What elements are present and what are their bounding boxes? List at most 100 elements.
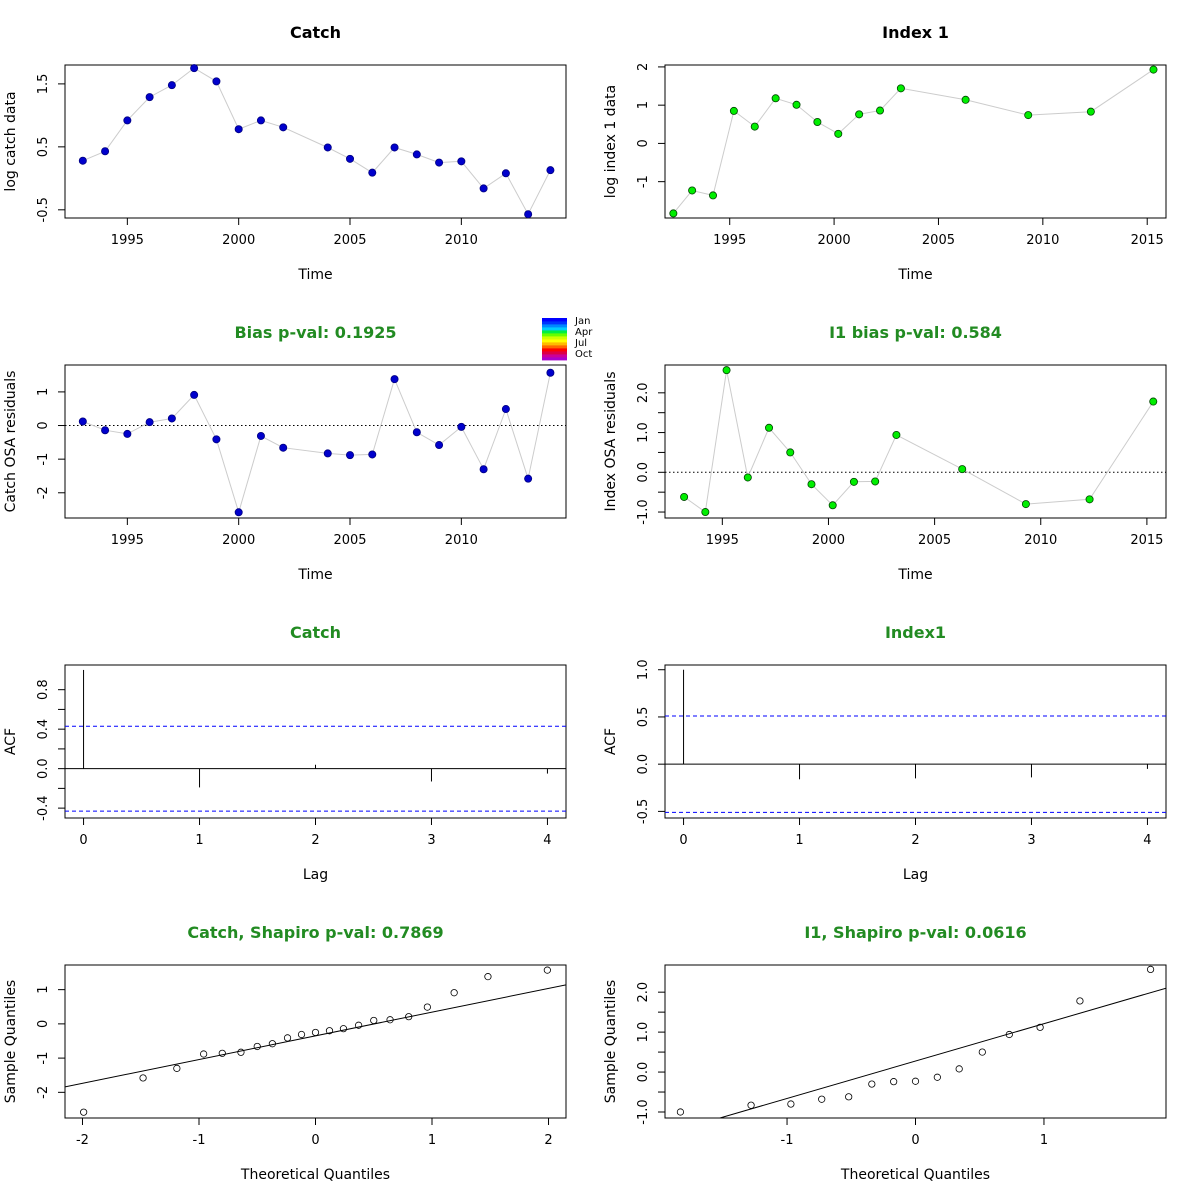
panel-index1-residuals: I1 bias p-val: 0.584 Time Index OSA resi… — [603, 323, 1167, 583]
y-tick-label: 1.0 — [636, 422, 651, 443]
qq-point — [955, 1065, 963, 1073]
qq-point — [283, 1034, 292, 1042]
x-tick-label: 1 — [428, 1133, 436, 1148]
panel-catch-data: Catch Time log catch data 1995 2000 2005 20… — [3, 23, 567, 283]
data-point — [771, 94, 780, 103]
panel-index1-qq: I1, Shapiro p-val: 0.0616 Theoretical Qu… — [603, 923, 1167, 1183]
x-tick-label: 2015 — [1130, 533, 1163, 548]
qq-point — [325, 1027, 334, 1035]
qq-point — [911, 1077, 920, 1085]
data-point — [501, 405, 510, 414]
data-point — [190, 64, 199, 73]
legend-swatch — [542, 339, 567, 343]
data-point — [855, 110, 864, 119]
data-point — [145, 418, 154, 427]
series-line — [672, 69, 1154, 214]
data-point — [786, 448, 795, 457]
data-point — [750, 122, 759, 131]
x-tick-label: 2000 — [812, 533, 845, 548]
y-tick-label: 1 — [36, 388, 51, 396]
qq-point — [868, 1080, 876, 1088]
data-point — [1085, 495, 1094, 504]
qq-point — [818, 1095, 826, 1103]
qq-point — [543, 966, 551, 974]
y-tick-label: 0 — [636, 139, 651, 147]
panel-catch-qq: Catch, Shapiro p-val: 0.7869 Theoretical… — [3, 923, 567, 1183]
data-point — [123, 429, 132, 438]
data-point — [961, 95, 970, 104]
x-tick-label: 2005 — [918, 533, 951, 548]
data-point — [743, 473, 752, 482]
y-tick-label: 0.5 — [36, 137, 51, 158]
y-tick-label: 0.8 — [36, 679, 51, 700]
legend-swatch — [542, 318, 567, 322]
legend-swatch — [542, 357, 567, 361]
x-tick-label: 1 — [795, 833, 803, 848]
legend-label: Apr — [575, 327, 593, 338]
legend-label: Jul — [574, 338, 587, 349]
qq-point — [311, 1028, 320, 1037]
data-point — [212, 435, 221, 444]
x-tick-label: 2005 — [333, 233, 366, 248]
data-point — [896, 84, 905, 93]
y-tick-label: -1.0 — [636, 499, 651, 524]
qq-point — [1036, 1023, 1044, 1031]
data-point — [212, 77, 221, 86]
data-point — [729, 106, 738, 115]
data-point — [323, 143, 332, 152]
data-point — [479, 184, 488, 193]
data-point — [167, 414, 176, 423]
x-tick-label: 2 — [311, 833, 319, 848]
data-point — [722, 366, 731, 375]
y-tick-label: 2.0 — [636, 982, 651, 1003]
data-point — [792, 100, 801, 109]
qq-point — [80, 1108, 88, 1116]
x-tick-label: 0 — [311, 1133, 319, 1148]
legend-swatch — [542, 321, 567, 325]
data-point — [390, 375, 399, 384]
data-point — [78, 156, 87, 165]
y-axis-label: ACF — [3, 728, 19, 755]
x-tick-label: 3 — [1027, 833, 1035, 848]
data-point — [701, 508, 710, 517]
x-axis-label: Theoretical Quantiles — [240, 1167, 390, 1183]
data-point — [167, 81, 176, 90]
x-tick-label: 1995 — [111, 533, 144, 548]
y-tick-label: 1 — [36, 986, 51, 994]
y-tick-label: 0.0 — [636, 754, 651, 775]
y-tick-label: 0.4 — [36, 719, 51, 740]
y-tick-label: 1.0 — [636, 659, 651, 680]
data-point — [412, 428, 421, 437]
data-point — [765, 423, 774, 432]
legend-swatch — [542, 345, 567, 349]
panel-title: Catch — [290, 23, 341, 42]
data-point — [813, 117, 822, 126]
data-point — [390, 143, 399, 152]
x-tick-label: 2010 — [445, 233, 478, 248]
legend-label: Jan — [574, 316, 590, 327]
month-legend: Jan Apr Jul Oct — [542, 316, 593, 361]
x-tick-label: 2005 — [333, 533, 366, 548]
qq-point — [787, 1100, 795, 1108]
plot-frame — [664, 64, 1167, 219]
x-tick-label: 1 — [1040, 1133, 1048, 1148]
data-point — [368, 168, 377, 177]
data-point — [1086, 107, 1095, 116]
y-tick-label: 0.5 — [636, 707, 651, 728]
data-point — [435, 441, 444, 450]
x-tick-label: 1995 — [713, 233, 746, 248]
x-tick-label: 1995 — [706, 533, 739, 548]
data-point — [524, 474, 533, 483]
data-point — [958, 465, 967, 474]
data-point — [78, 417, 87, 426]
x-tick-label: 2000 — [222, 533, 255, 548]
x-axis-label: Lag — [303, 867, 328, 883]
data-point — [807, 480, 816, 489]
x-tick-label: 2000 — [222, 233, 255, 248]
data-point — [669, 209, 678, 218]
x-tick-label: -1 — [781, 1133, 794, 1148]
y-tick-label: 1 — [636, 101, 651, 109]
panel-title: I1, Shapiro p-val: 0.0616 — [804, 923, 1026, 942]
y-axis-label: ACF — [603, 728, 619, 755]
